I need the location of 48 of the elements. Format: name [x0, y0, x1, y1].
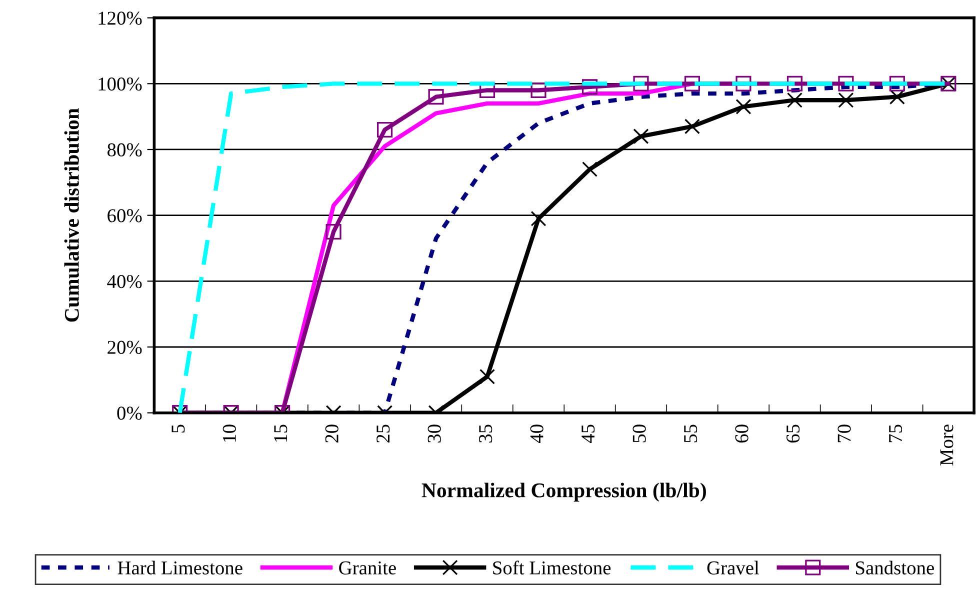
y-axis-title: Cumulative distribution	[64, 108, 79, 322]
point	[889, 76, 905, 92]
y-tick-label: 20%	[108, 340, 142, 354]
y-tick-label: 120%	[98, 12, 142, 25]
point	[633, 128, 649, 144]
legend-label: Gravel	[707, 560, 760, 574]
x-tick-label: 70	[838, 424, 851, 442]
legend-label: Sandstone	[856, 560, 934, 574]
x-tick-label: 50	[632, 424, 646, 442]
y-tick-label: 80%	[108, 143, 142, 156]
point	[736, 98, 752, 114]
x-tick-label: 65	[786, 424, 800, 443]
y-tick-label: 60%	[108, 209, 142, 222]
x-tick-label: 10	[222, 424, 236, 442]
point	[736, 76, 752, 92]
y-tick-label: 40%	[107, 274, 142, 288]
point	[582, 161, 598, 178]
point	[633, 76, 649, 92]
x-tick-label: 20	[325, 424, 338, 443]
x-tick-label: 75	[889, 424, 902, 442]
legend-label: Soft Limestone	[493, 560, 611, 574]
x-tick-label: 15	[274, 424, 288, 442]
x-axis-title: Normalized Compression (lb/lb)	[422, 482, 706, 502]
legend-label: Hard Limestone	[118, 560, 242, 574]
x-tick-label: 60	[735, 424, 748, 443]
x-tick-label: 55	[684, 424, 698, 442]
point	[786, 92, 802, 108]
x-tick-label: 25	[376, 424, 390, 443]
point	[377, 122, 393, 138]
point	[582, 79, 598, 95]
legend-label: Granite	[339, 561, 396, 574]
x-tick-label: 30	[428, 424, 441, 442]
x-tick-label: More	[940, 424, 954, 466]
x-tick-label: 40	[530, 424, 544, 444]
point	[786, 76, 802, 92]
x-tick-label: 35	[479, 424, 492, 442]
x-tick-label: 45	[582, 424, 595, 444]
point	[530, 82, 546, 98]
point	[889, 89, 905, 105]
point	[838, 92, 854, 108]
point	[684, 76, 700, 92]
x-tick-label: 5	[172, 424, 185, 433]
point	[530, 210, 546, 226]
point	[428, 89, 444, 105]
y-tick-label: 0%	[117, 406, 142, 420]
point	[838, 76, 854, 92]
point	[684, 118, 700, 134]
y-tick-label: 100%	[98, 77, 142, 91]
